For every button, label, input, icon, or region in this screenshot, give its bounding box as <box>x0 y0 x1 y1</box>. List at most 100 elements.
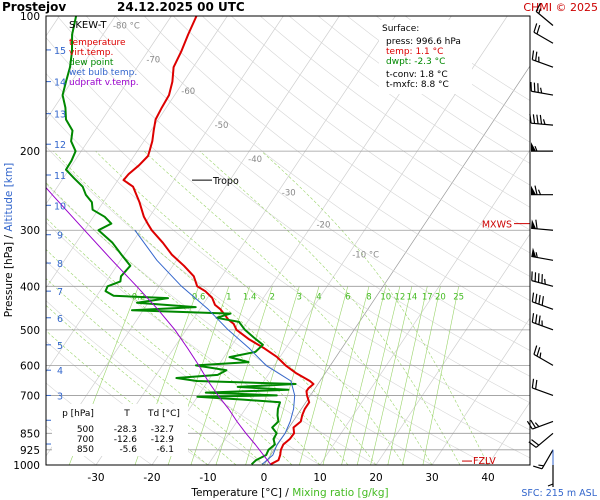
wind-barb-feather <box>538 315 541 325</box>
dry-adiabat <box>86 16 530 351</box>
mixing-ratio-label: 3 <box>297 292 302 302</box>
wind-barb-feather <box>532 114 536 124</box>
table-row-700-td: -12.9 <box>151 435 175 445</box>
isotherm-label: -80 °C <box>113 22 140 32</box>
header-datetime: 24.12.2025 00 UTC <box>117 0 245 14</box>
mixing-ratio-line <box>245 286 300 465</box>
fzlv-label: FZLV <box>473 456 496 467</box>
mixing-ratio-line <box>322 286 370 465</box>
wind-barb-feather <box>535 293 538 304</box>
table-row-500-td: -32.7 <box>151 425 174 435</box>
pressure-tick-label: 500 <box>20 325 40 337</box>
isotherm-line <box>46 16 172 205</box>
wind-barb-shaft <box>532 321 554 331</box>
temperature-tick-label: 10 <box>313 472 326 484</box>
isotherm-line <box>487 401 530 465</box>
pressure-tick-label: 1000 <box>13 460 40 472</box>
wind-barb <box>528 432 554 448</box>
station-name: Prostejov <box>2 0 66 14</box>
surface-title: Surface: <box>382 24 419 34</box>
wind-barb <box>533 23 554 44</box>
wind-barb <box>531 378 554 397</box>
moist-adiabat <box>46 278 265 465</box>
wind-barb <box>533 449 554 470</box>
table-header-td: Td [°C] <box>147 409 180 419</box>
wind-barb-shaft <box>541 449 554 470</box>
altitude-tick-label: 7 <box>57 287 63 298</box>
wind-barb-feather <box>534 422 540 428</box>
wind-barb <box>535 2 554 26</box>
wind-barb-shaft <box>531 122 554 126</box>
dry-adiabat <box>57 16 530 377</box>
table-row-700-p: 700 <box>77 435 94 445</box>
legend-item-wet-bulb: wet bulb temp. <box>69 68 137 78</box>
legend: SKEW-T temperature virt.temp. dew point … <box>69 20 139 88</box>
wind-barb <box>531 50 554 68</box>
wind-barb <box>526 419 554 430</box>
wind-barb <box>531 247 554 261</box>
wind-barb <box>529 113 554 126</box>
wind-barb-feather <box>531 313 535 323</box>
wind-barb-feather <box>531 50 535 60</box>
pressure-tick-label: 700 <box>20 390 40 402</box>
wind-barb-feather <box>537 189 542 195</box>
isotherm-label: -70 <box>146 56 160 66</box>
wind-barb-shaft <box>535 10 554 26</box>
mixing-ratio-labels: 0.2 0.6 1 1.4 2 3 4 6 8 10 12 14 17 20 25 <box>132 292 464 302</box>
y-axis-title: Pressure [hPa] / Altitude [km] <box>3 163 15 317</box>
altitude-tick-label: 8 <box>57 259 63 270</box>
updraft-line <box>46 186 271 465</box>
legend-item-dew-point: dew point <box>69 58 114 68</box>
table-header-p: p [hPa] <box>62 409 94 419</box>
surface-tmxfc: t-mxfc: 8.8 °C <box>386 80 449 90</box>
mixing-ratio-label: 25 <box>453 292 464 302</box>
wind-barb <box>530 82 554 96</box>
isotherm-line <box>375 233 530 465</box>
wind-barb-shaft <box>533 353 554 366</box>
wind-barb-shaft <box>531 90 554 96</box>
wind-barb-feather <box>547 483 554 487</box>
wind-barb-feather <box>535 314 538 324</box>
mixing-ratio-label: 12 <box>394 292 405 302</box>
mixing-ratio-label: 14 <box>406 292 417 302</box>
surface-info-bg <box>379 20 472 94</box>
wind-barb-feather <box>531 292 535 302</box>
altitude-tick-label: 14 <box>54 78 66 89</box>
wind-barb-feather <box>541 296 544 306</box>
isotherm-label: -30 <box>282 188 296 198</box>
surface-tconv: t-conv: 1.8 °C <box>386 70 448 80</box>
altitude-tick-label: 4 <box>57 366 63 377</box>
legend-item-updraft: udpraft v.temp. <box>69 78 139 88</box>
wind-barb <box>531 219 554 231</box>
isotherm-label: -60 <box>181 87 195 97</box>
wind-barb-feather <box>536 347 541 357</box>
wind-barb-feather <box>542 119 546 125</box>
wind-barb-shaft <box>535 432 554 448</box>
mixing-ratio-label: 17 <box>422 292 433 302</box>
plot-frame <box>45 15 531 466</box>
wind-barb-feather <box>533 465 543 470</box>
wind-barb-feather <box>536 25 541 35</box>
mixing-ratio-label: 20 <box>435 292 446 302</box>
wind-barb <box>531 271 554 287</box>
wind-barb-feather <box>538 294 541 305</box>
wind-barb-feather <box>535 379 538 390</box>
wind-barb-pennant <box>531 185 536 195</box>
pressure-tick-label: 100 <box>20 11 40 23</box>
pressure-tick-label: 200 <box>20 146 40 158</box>
pressure-tick-label: 850 <box>20 428 40 440</box>
temperature-tick-label: 40 <box>481 472 494 484</box>
isotherm-line <box>46 16 116 121</box>
isotherm-line <box>263 65 530 465</box>
dew-point-line <box>61 16 297 465</box>
legend-item-temperature: temperature <box>69 38 126 48</box>
axes: 1002003004005006007008509251000123456789… <box>13 11 530 484</box>
wind-barb-shaft <box>532 420 554 430</box>
mxws-label: MXWS <box>482 220 512 231</box>
isotherm-line <box>46 16 340 457</box>
mixing-ratio-line <box>370 286 413 465</box>
isotherm-line <box>544 16 600 465</box>
wind-barb-pennant <box>531 247 537 258</box>
mixing-ratio-line <box>267 286 320 465</box>
